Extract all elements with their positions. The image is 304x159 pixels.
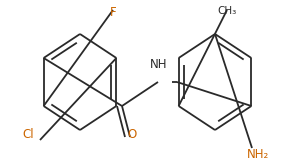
Text: F: F [110,6,116,19]
Text: Cl: Cl [22,128,34,141]
Text: NH: NH [150,59,168,72]
Text: NH₂: NH₂ [247,148,269,159]
Text: O: O [127,128,136,141]
Text: CH₃: CH₃ [217,6,237,16]
